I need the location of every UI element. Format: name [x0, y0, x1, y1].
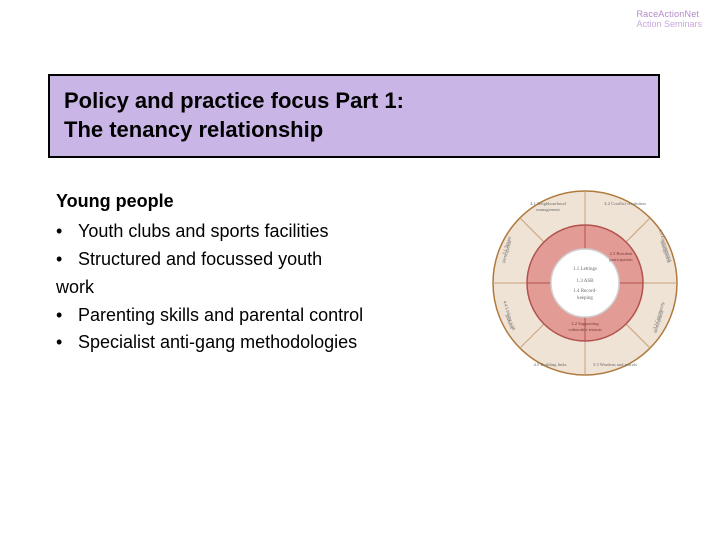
bullet-continuation: work — [56, 274, 466, 302]
middle-label: vulnerable tenants — [568, 327, 602, 332]
outer-label: 4.2 Conflict resolution — [604, 201, 646, 206]
inner-label: 1.3 ASB — [577, 279, 595, 284]
title-line-2: The tenancy relationship — [64, 117, 323, 142]
brand-mark: RaceActionNet Action Seminars — [636, 10, 702, 30]
concentric-diagram: 1.1 Lettings 1.3 ASB 1.4 Record- keeping… — [490, 188, 680, 378]
outer-label: 3.3 Wardens and patrols — [593, 362, 637, 367]
middle-label: 2.3 Resident — [610, 251, 634, 256]
outer-label: management — [536, 207, 560, 212]
body-subheading: Young people — [56, 188, 466, 216]
inner-label: 1.4 Record- — [573, 289, 597, 294]
body-content: Young people •Youth clubs and sports fac… — [56, 188, 466, 357]
bullet-line: •Structured and focussed youth — [56, 246, 466, 274]
diagram-svg: 1.1 Lettings 1.3 ASB 1.4 Record- keeping… — [490, 188, 680, 378]
slide-title: Policy and practice focus Part 1: The te… — [64, 86, 644, 144]
bullet-text: Specialist anti-gang methodologies — [78, 332, 357, 352]
middle-label: 2.2 Supporting — [571, 321, 599, 326]
bullet-line: •Specialist anti-gang methodologies — [56, 329, 466, 357]
brand-line-2: Action Seminars — [636, 20, 702, 30]
bullet-text: Structured and focussed youth — [78, 249, 322, 269]
outer-label: 4.1 Neighbourhood — [530, 201, 566, 206]
inner-label: 1.1 Lettings — [573, 267, 597, 272]
bullet-text: Youth clubs and sports facilities — [78, 221, 328, 241]
title-bar: Policy and practice focus Part 1: The te… — [48, 74, 660, 158]
middle-label: participation — [609, 257, 633, 262]
bullet-line: •Parenting skills and parental control — [56, 302, 466, 330]
title-line-1: Policy and practice focus Part 1: — [64, 88, 404, 113]
inner-label: keeping — [577, 296, 593, 301]
bullet-text: Parenting skills and parental control — [78, 305, 363, 325]
bullet-text-cont: work — [56, 277, 94, 297]
bullet-line: •Youth clubs and sports facilities — [56, 218, 466, 246]
outer-label: 4.5 Building links — [533, 362, 566, 367]
